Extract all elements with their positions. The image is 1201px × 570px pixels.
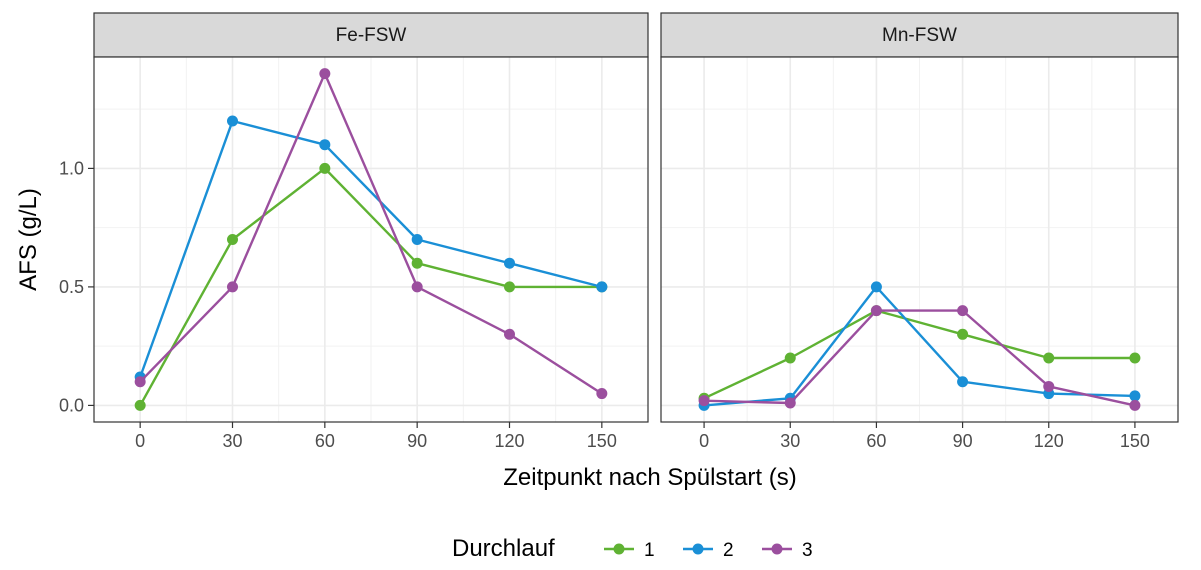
y-tick-label: 0.5 xyxy=(59,277,84,297)
data-point-fe-fsw-2 xyxy=(227,115,238,127)
panel-fe-fsw: Fe-FSW 0 30 60 90 120 150 xyxy=(93,12,649,451)
series-line-mn-fsw-1 xyxy=(703,309,1135,400)
x-tick-label: 60 xyxy=(866,431,886,451)
panel-border-fe-fsw xyxy=(93,56,649,423)
legend-key-point-2 xyxy=(692,543,704,555)
series-group-fe-fsw xyxy=(134,68,608,411)
data-point-fe-fsw-3 xyxy=(319,68,331,80)
y-tick-label: 0.0 xyxy=(59,395,84,415)
x-axis-fe-fsw: 0 30 60 90 120 150 xyxy=(135,422,617,451)
legend-label-1: 1 xyxy=(644,540,655,561)
x-tick-label: 30 xyxy=(222,431,242,451)
x-tick-label: 0 xyxy=(135,431,145,451)
legend-key-point-3 xyxy=(771,543,783,555)
data-point-mn-fsw-3 xyxy=(1043,380,1055,392)
x-tick-label: 150 xyxy=(587,431,617,451)
legend-label-3: 3 xyxy=(802,540,813,561)
data-point-fe-fsw-2 xyxy=(319,139,331,151)
data-point-fe-fsw-3 xyxy=(504,328,515,340)
panel-border-mn-fsw xyxy=(660,56,1179,423)
panel-title-fe-fsw: Fe-FSW xyxy=(336,25,407,46)
legend-title: Durchlauf xyxy=(452,535,555,562)
x-tick-label: 90 xyxy=(407,431,427,451)
legend-label-2: 2 xyxy=(723,540,734,561)
data-point-mn-fsw-3 xyxy=(698,395,710,407)
x-tick-label: 0 xyxy=(699,431,709,451)
data-point-mn-fsw-2 xyxy=(1129,390,1141,402)
data-point-mn-fsw-1 xyxy=(1043,352,1055,364)
data-point-fe-fsw-2 xyxy=(504,257,515,269)
data-point-mn-fsw-1 xyxy=(784,352,796,364)
panel-title-mn-fsw: Mn-FSW xyxy=(882,25,957,46)
series-group-mn-fsw xyxy=(698,281,1141,411)
grid-mn-fsw xyxy=(661,57,1178,422)
data-point-mn-fsw-1 xyxy=(1129,352,1141,364)
x-tick-label: 120 xyxy=(1034,431,1064,451)
data-point-fe-fsw-3 xyxy=(411,281,423,293)
data-point-mn-fsw-1 xyxy=(957,328,969,340)
data-point-mn-fsw-3 xyxy=(784,397,796,409)
series-line-mn-fsw-2 xyxy=(704,285,1135,407)
data-point-mn-fsw-3 xyxy=(870,305,882,317)
panel-mn-fsw: Mn-FSW 0 30 60 90 120 150 xyxy=(660,12,1179,451)
y-tick-label: 1.0 xyxy=(59,158,84,178)
data-point-mn-fsw-2 xyxy=(870,281,882,293)
data-point-fe-fsw-1 xyxy=(227,234,238,245)
strip-background-mn-fsw xyxy=(660,12,1179,58)
strip-background-fe-fsw xyxy=(93,12,649,58)
series-line-mn-fsw-3 xyxy=(704,309,1136,407)
y-axis: 0.0 0.5 1.0 xyxy=(59,158,94,415)
data-point-fe-fsw-2 xyxy=(411,234,423,245)
data-point-fe-fsw-1 xyxy=(319,162,331,174)
x-axis-mn-fsw: 0 30 60 90 120 150 xyxy=(699,422,1150,451)
series-line-fe-fsw-1 xyxy=(139,167,602,406)
data-point-fe-fsw-1 xyxy=(504,281,515,293)
data-point-fe-fsw-1 xyxy=(134,399,146,411)
data-point-mn-fsw-3 xyxy=(1129,399,1141,411)
x-axis-title: Zeitpunkt nach Spülstart (s) xyxy=(503,464,796,491)
data-point-fe-fsw-3 xyxy=(227,281,238,293)
x-tick-label: 60 xyxy=(315,431,335,451)
data-point-fe-fsw-3 xyxy=(134,376,146,388)
series-line-fe-fsw-3 xyxy=(139,72,603,395)
data-point-fe-fsw-1 xyxy=(411,257,423,269)
x-tick-label: 120 xyxy=(494,431,524,451)
y-axis-title: AFS (g/L) xyxy=(15,188,42,291)
series-line-fe-fsw-2 xyxy=(139,119,603,378)
legend: Durchlauf 1 2 3 xyxy=(452,535,813,562)
x-tick-label: 90 xyxy=(953,431,973,451)
data-point-fe-fsw-3 xyxy=(596,388,608,400)
x-tick-label: 150 xyxy=(1120,431,1150,451)
data-point-fe-fsw-2 xyxy=(596,281,608,293)
data-point-mn-fsw-3 xyxy=(957,305,969,317)
legend-key-point-1 xyxy=(613,543,625,555)
data-point-mn-fsw-2 xyxy=(957,376,969,388)
x-tick-label: 30 xyxy=(780,431,800,451)
